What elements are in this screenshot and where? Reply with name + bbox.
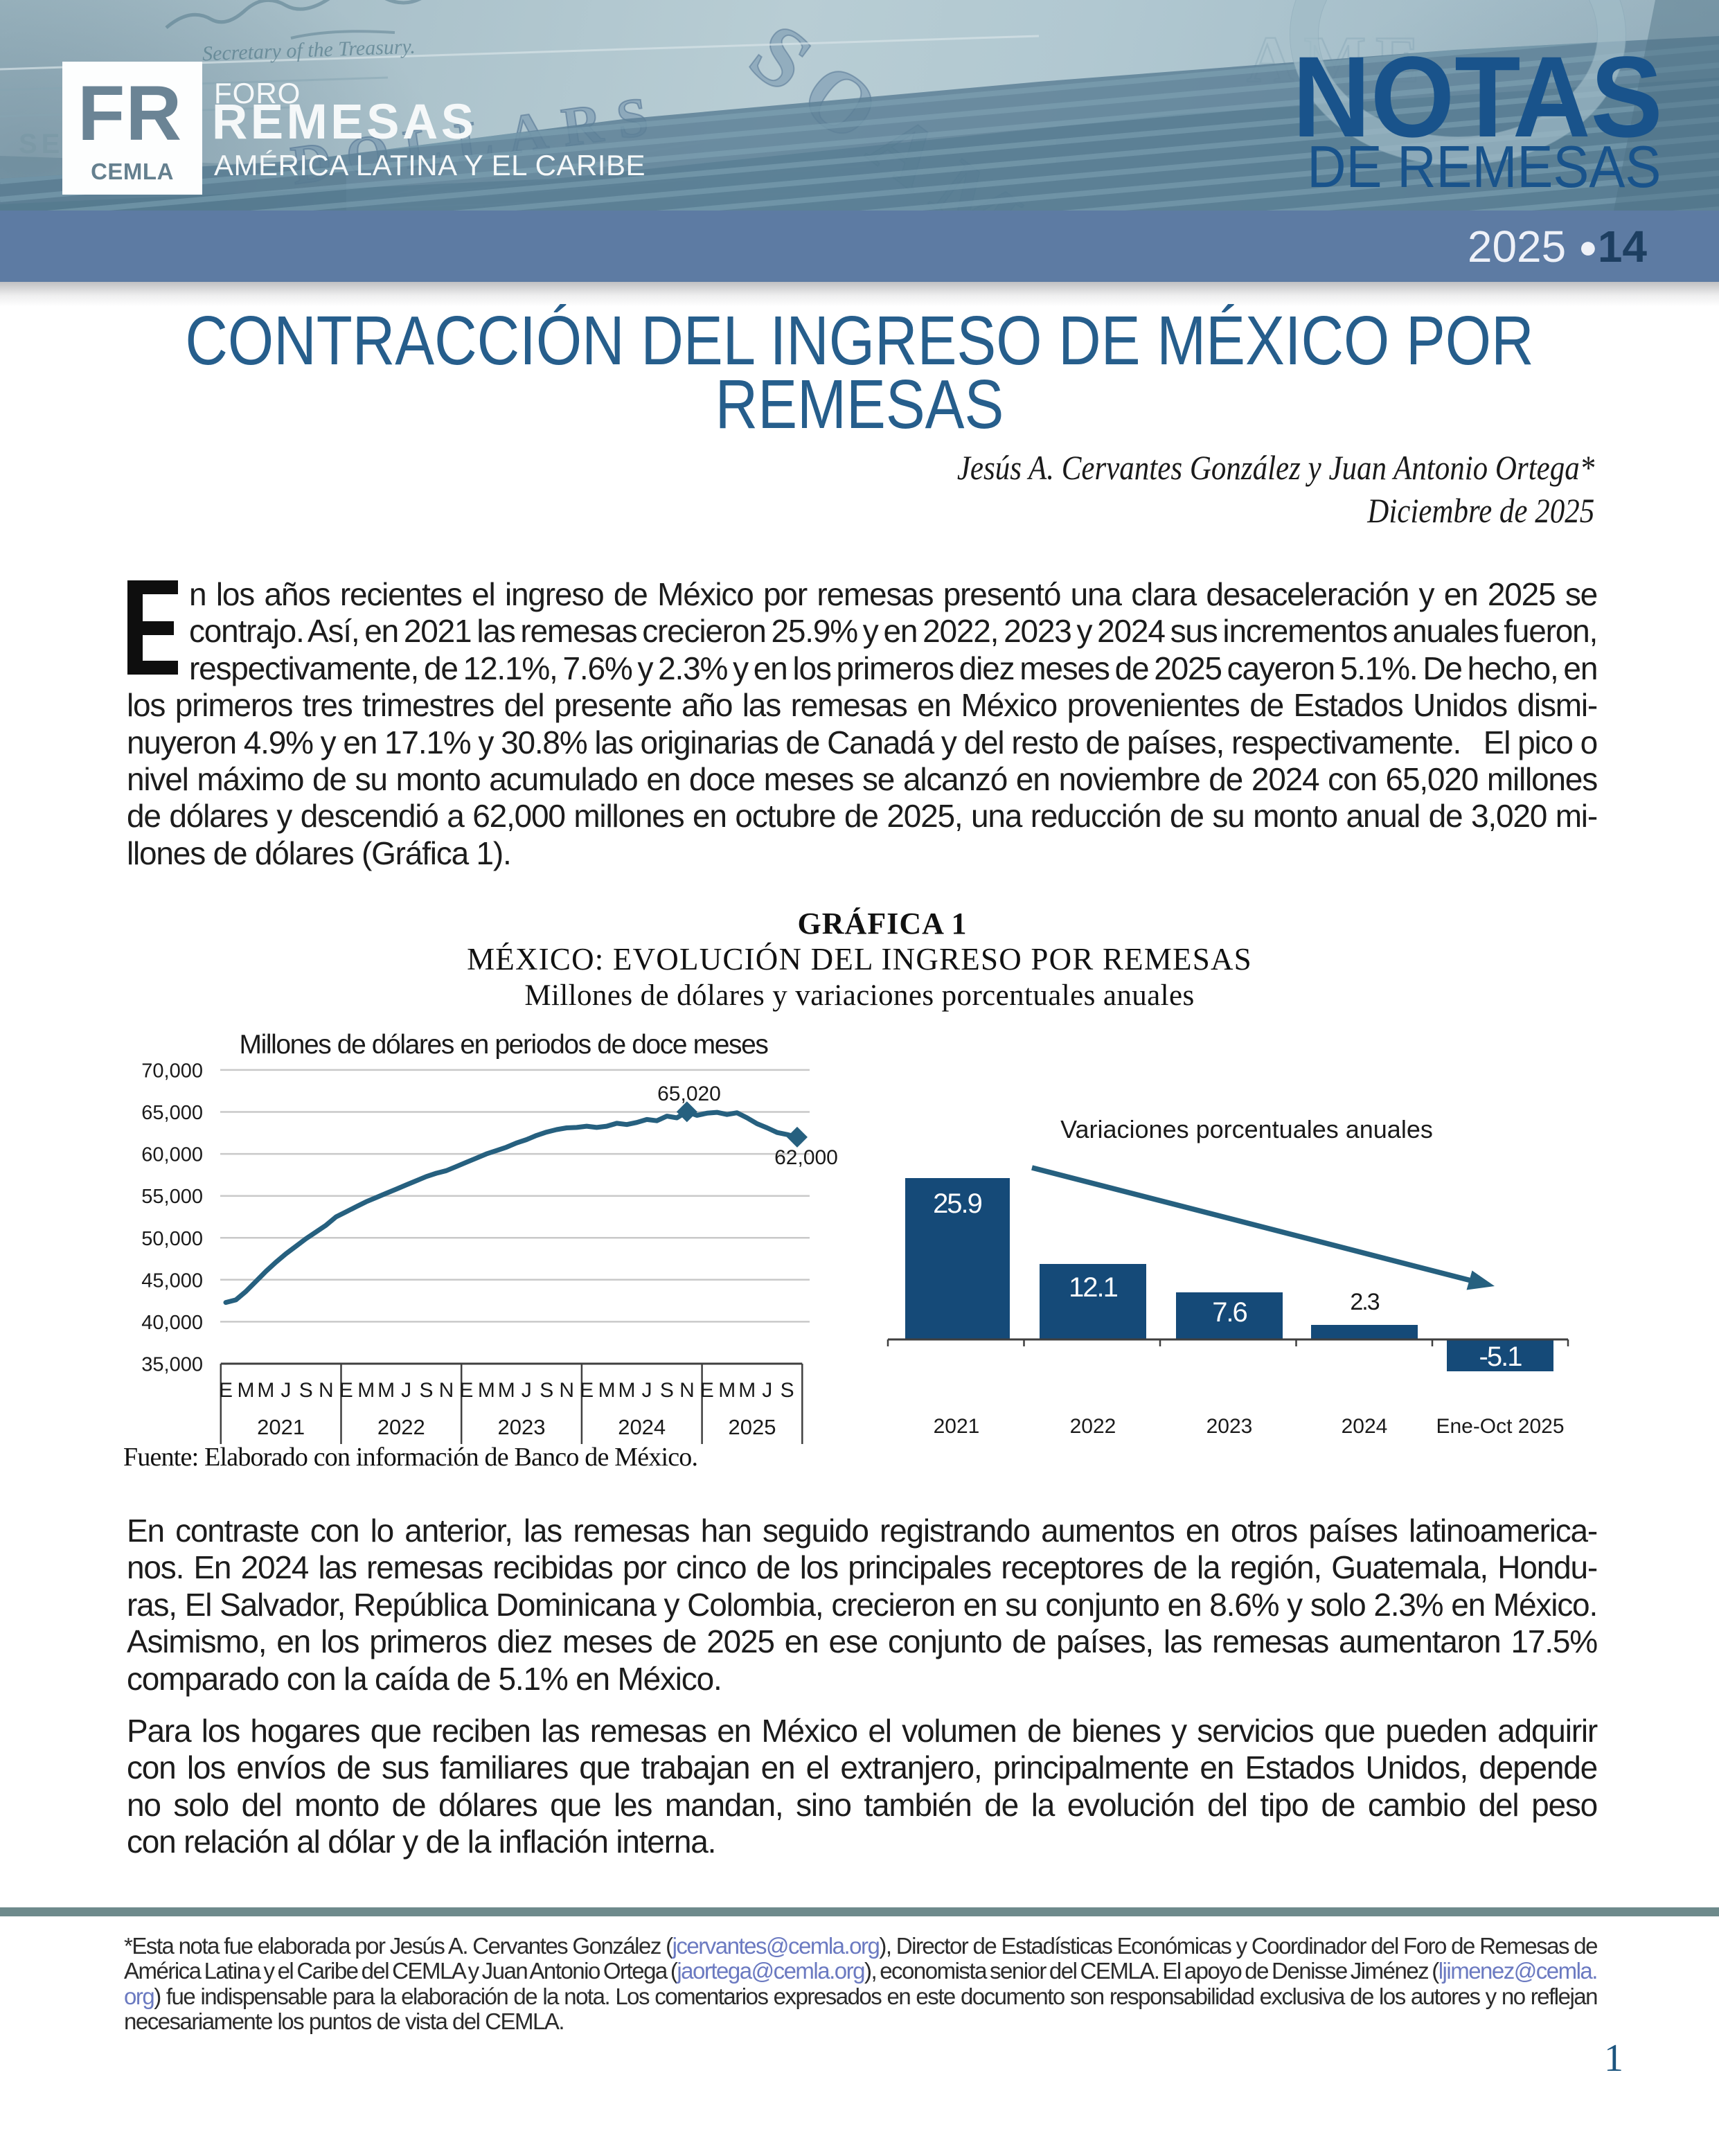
svg-text:S: S [660,1379,674,1402]
svg-text:M: M [738,1379,756,1402]
svg-text:12.1: 12.1 [1069,1272,1118,1303]
svg-text:S: S [419,1379,433,1402]
svg-text:55,000: 55,000 [141,1186,203,1208]
svg-text:J: J [522,1379,532,1402]
svg-text:J: J [401,1379,411,1402]
svg-text:M: M [257,1379,274,1402]
svg-text:2023: 2023 [1206,1415,1253,1438]
svg-text:60,000: 60,000 [141,1144,203,1166]
svg-text:M: M [498,1379,515,1402]
svg-text:40,000: 40,000 [141,1312,203,1334]
svg-text:M: M [618,1379,636,1402]
svg-text:M: M [238,1379,255,1402]
svg-text:45,000: 45,000 [141,1269,203,1292]
svg-text:-5.1: -5.1 [1479,1342,1522,1372]
svg-text:2024: 2024 [618,1415,666,1439]
svg-text:E: E [580,1379,594,1402]
svg-text:M: M [598,1379,616,1402]
svg-text:S: S [299,1379,313,1402]
svg-text:J: J [642,1379,652,1402]
svg-text:J: J [762,1379,772,1402]
svg-text:N: N [559,1379,574,1402]
svg-text:Millones de dólares en periodo: Millones de dólares en periodos de doce … [240,1030,769,1060]
svg-text:2025: 2025 [729,1415,776,1439]
svg-text:25.9: 25.9 [933,1188,982,1219]
svg-text:E: E [219,1379,233,1402]
svg-text:65,020: 65,020 [657,1083,721,1105]
svg-text:Variaciones porcentuales anual: Variaciones porcentuales anuales [1060,1115,1433,1143]
svg-text:J: J [280,1379,291,1402]
svg-text:2.3: 2.3 [1350,1289,1379,1315]
svg-text:S: S [540,1379,553,1402]
svg-text:7.6: 7.6 [1212,1297,1247,1328]
svg-text:50,000: 50,000 [141,1228,203,1250]
svg-text:M: M [718,1379,736,1402]
svg-text:N: N [439,1379,454,1402]
svg-text:2024: 2024 [1342,1415,1388,1438]
svg-text:M: M [478,1379,495,1402]
svg-text:62,000: 62,000 [774,1146,838,1169]
svg-text:N: N [319,1379,334,1402]
svg-text:2021: 2021 [257,1415,305,1439]
svg-text:2022: 2022 [1070,1415,1116,1438]
svg-text:Ene-Oct 2025: Ene-Oct 2025 [1436,1415,1564,1438]
svg-text:M: M [357,1379,375,1402]
svg-text:E: E [339,1379,353,1402]
svg-text:N: N [679,1379,695,1402]
svg-text:2023: 2023 [498,1415,546,1439]
svg-text:E: E [700,1379,714,1402]
svg-text:70,000: 70,000 [141,1060,203,1082]
svg-text:S: S [781,1379,794,1402]
svg-text:2021: 2021 [934,1415,980,1438]
svg-text:E: E [459,1379,473,1402]
svg-text:35,000: 35,000 [141,1354,203,1376]
svg-text:M: M [377,1379,395,1402]
svg-text:65,000: 65,000 [141,1102,203,1124]
svg-text:2022: 2022 [377,1415,425,1439]
